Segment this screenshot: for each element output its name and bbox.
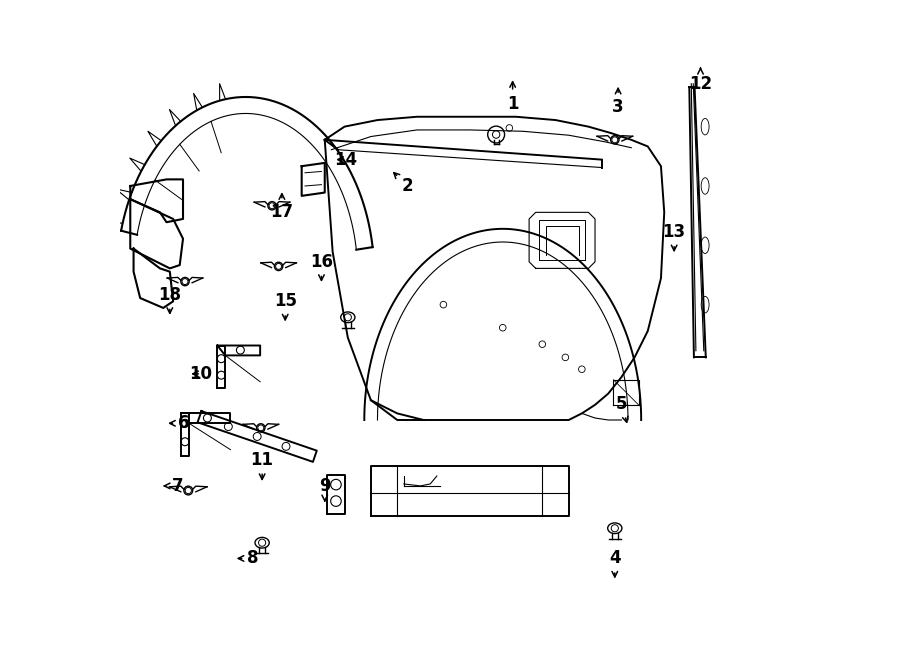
Text: 8: 8 <box>238 549 259 567</box>
Text: 6: 6 <box>170 414 190 432</box>
Text: 7: 7 <box>165 477 183 495</box>
Text: 16: 16 <box>310 253 333 281</box>
Text: 17: 17 <box>270 194 293 221</box>
Text: 13: 13 <box>662 223 686 251</box>
Text: 14: 14 <box>335 150 357 169</box>
Text: 3: 3 <box>612 88 624 116</box>
Text: 11: 11 <box>250 451 274 479</box>
Text: 10: 10 <box>190 365 212 383</box>
Text: 15: 15 <box>274 293 297 320</box>
Text: 2: 2 <box>394 173 413 195</box>
Text: 1: 1 <box>507 81 518 113</box>
Text: 12: 12 <box>688 68 712 93</box>
Text: 4: 4 <box>609 549 621 577</box>
Text: 5: 5 <box>616 395 628 422</box>
Text: 9: 9 <box>319 477 330 501</box>
Text: 18: 18 <box>158 286 181 313</box>
